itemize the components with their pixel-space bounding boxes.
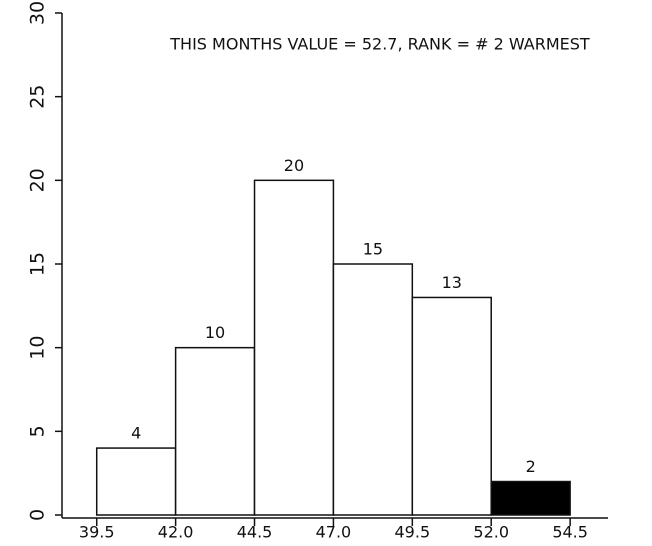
data-label: 2 bbox=[526, 457, 536, 476]
data-label: 13 bbox=[442, 273, 462, 292]
x-tick-label: 42.0 bbox=[158, 523, 194, 542]
y-tick-label: 25 bbox=[27, 85, 49, 109]
x-tick-label: 47.0 bbox=[316, 523, 352, 542]
data-label: 4 bbox=[131, 424, 141, 443]
x-tick-label: 39.5 bbox=[79, 523, 115, 542]
bar bbox=[332, 263, 414, 516]
y-tick-label: 0 bbox=[27, 509, 49, 521]
chart-title: THIS MONTHS VALUE = 52.7, RANK = # 2 WAR… bbox=[169, 35, 590, 54]
x-tick-label: 44.5 bbox=[237, 523, 273, 542]
y-tick-label: 5 bbox=[27, 425, 49, 437]
x-tick-label: 49.5 bbox=[395, 523, 431, 542]
data-label: 20 bbox=[284, 156, 304, 175]
bar bbox=[411, 296, 492, 516]
y-tick-label: 20 bbox=[27, 168, 49, 192]
bar bbox=[95, 447, 177, 516]
bar bbox=[174, 346, 256, 516]
y-tick-label: 30 bbox=[27, 1, 49, 25]
bar bbox=[253, 179, 335, 516]
data-label: 10 bbox=[205, 323, 225, 342]
y-tick-label: 10 bbox=[27, 336, 49, 360]
x-tick-label: 52.0 bbox=[473, 523, 509, 542]
data-label: 15 bbox=[363, 240, 383, 259]
y-tick-label: 15 bbox=[27, 252, 49, 276]
x-tick-label: 54.5 bbox=[552, 523, 588, 542]
bar bbox=[490, 480, 571, 516]
